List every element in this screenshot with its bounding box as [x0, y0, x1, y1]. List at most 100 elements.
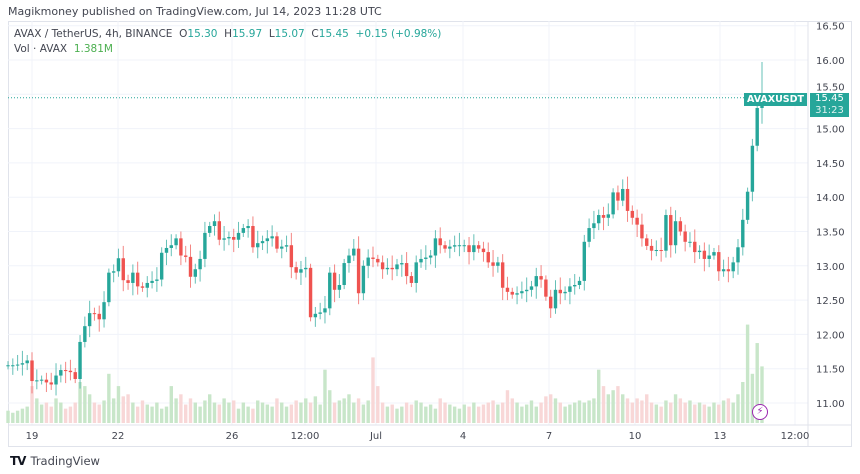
candle [356, 236, 361, 305]
volume-bar [265, 404, 270, 423]
candle-body [491, 262, 495, 266]
candle [390, 255, 394, 281]
candle [635, 209, 639, 237]
candle-body [49, 382, 53, 385]
volume-bar [54, 398, 58, 423]
volume-bar [376, 386, 380, 423]
volume-bar [534, 406, 538, 423]
volume-bar [304, 398, 308, 423]
candle [54, 363, 58, 396]
candle-body [251, 226, 255, 248]
candle-body [227, 236, 231, 239]
candle [481, 241, 486, 262]
candle-body [155, 279, 159, 281]
candle [304, 256, 308, 278]
symbol-info: AVAX / TetherUS, 4h, BINANCE [14, 28, 173, 40]
time-tick-label: 19 [26, 431, 39, 442]
candle [251, 216, 255, 253]
candle-body [73, 372, 77, 379]
candle [505, 276, 510, 301]
volume-bar [577, 400, 582, 423]
volume-bar [155, 402, 159, 423]
low-value: 15.07 [274, 28, 305, 40]
candle [491, 250, 495, 277]
volume-bar [529, 400, 534, 423]
candle [179, 231, 183, 266]
candle [496, 256, 500, 273]
volume-bar [385, 406, 390, 423]
volume-bar [428, 404, 433, 423]
time-axis[interactable]: 19 22 26 12:00 Jul 4 7 10 13 12:00 [26, 431, 810, 442]
candle-body [505, 287, 510, 292]
candle [419, 249, 423, 268]
volume-bar [635, 398, 639, 423]
candle-body [568, 286, 572, 292]
candle-body [83, 326, 87, 342]
candle [654, 240, 659, 257]
volume-bar [140, 400, 145, 423]
candle [328, 267, 332, 316]
candle [299, 260, 303, 286]
volume-bars [6, 324, 764, 423]
candle [44, 372, 49, 393]
volume-bar [159, 408, 164, 423]
candle [736, 239, 740, 275]
volume-bar [400, 406, 404, 423]
candle [332, 264, 337, 303]
candle-body [68, 370, 73, 373]
volume-bar [227, 402, 231, 423]
volume-bar [472, 402, 476, 423]
candle [664, 209, 668, 258]
volume-bar [280, 402, 284, 423]
volume-bar [121, 396, 125, 423]
volume-bar [217, 404, 222, 423]
volume-bar [131, 402, 135, 423]
price-axis[interactable]: 16.50 16.00 15.50 15.00 14.50 14.00 13.50 13.00… [816, 22, 845, 410]
volume-row: Vol · AVAX 1.381M [14, 42, 441, 57]
candle-body [208, 226, 212, 233]
volume-bar [755, 343, 759, 423]
grid [8, 21, 808, 425]
volume-bar [352, 402, 356, 423]
candle-body [462, 245, 466, 247]
time-tick-label: 22 [112, 431, 125, 442]
candle [467, 236, 471, 265]
chart-pane[interactable] [8, 21, 852, 447]
volume-bar [371, 357, 375, 423]
candle [438, 227, 442, 254]
volume-bar [193, 402, 197, 423]
candle-body [693, 241, 697, 253]
time-tick-label: 12:00 [781, 431, 810, 442]
candle-body [270, 236, 274, 239]
volume-bar [745, 324, 750, 423]
candle [342, 258, 346, 290]
candle-body [755, 108, 759, 146]
volume-bar [553, 398, 558, 423]
candle [308, 263, 313, 322]
candle-body [726, 269, 731, 272]
candle [49, 372, 53, 390]
candle [164, 239, 169, 266]
volume-bar [68, 406, 73, 423]
volume-bar [721, 400, 726, 423]
candle [587, 218, 591, 248]
candle [472, 234, 476, 261]
volume-bar [548, 394, 553, 423]
tradingview-brand[interactable]: TV TradingView [10, 454, 100, 468]
volume-bar [654, 404, 659, 423]
candle-body [587, 228, 591, 242]
volume-bar [294, 400, 298, 423]
volume-bar [481, 404, 486, 423]
candle-body [275, 236, 279, 249]
volume-bar [39, 404, 44, 423]
candle-body [539, 276, 543, 280]
candle-body [63, 370, 68, 372]
volume-bar [438, 398, 442, 423]
candle-body [649, 245, 654, 251]
candle [380, 255, 385, 279]
lightning-icon[interactable]: ⚡ [752, 404, 768, 420]
candle-body [376, 258, 380, 263]
volume-bar [236, 408, 241, 423]
last-price-box: 15.45 31:23 [810, 92, 849, 117]
